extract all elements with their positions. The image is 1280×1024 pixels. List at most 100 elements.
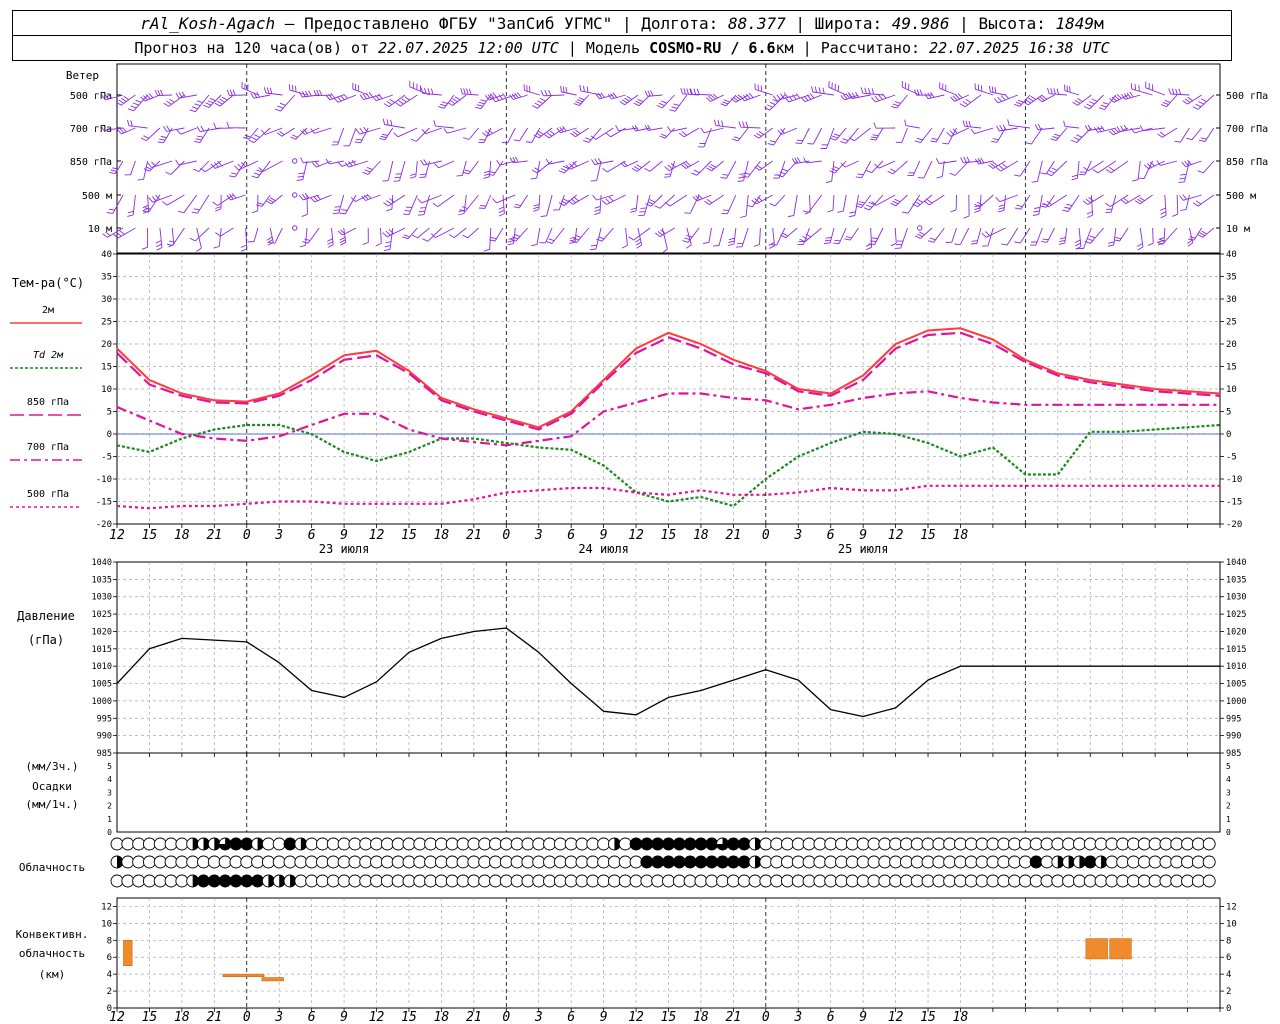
cloud-circle xyxy=(899,837,913,851)
wind-barb xyxy=(191,194,210,214)
cloud-symbol xyxy=(478,837,492,851)
cloud-symbol xyxy=(380,874,394,888)
cloud-symbol xyxy=(651,855,665,869)
cloud-symbol xyxy=(964,874,978,888)
cloud-circle xyxy=(716,855,730,869)
cloud-symbol xyxy=(618,837,632,851)
cloud-symbol xyxy=(575,855,589,869)
wind-barb xyxy=(154,89,173,97)
cloud-circle xyxy=(564,855,578,869)
cloud-symbol xyxy=(932,874,946,888)
wind-barb xyxy=(226,89,246,96)
wind-barb xyxy=(402,227,418,240)
model-unit: км xyxy=(775,39,794,57)
wind-barb xyxy=(409,160,418,179)
cloud-symbol xyxy=(489,874,502,888)
cloud-symbol xyxy=(142,837,156,851)
cloud-circle xyxy=(218,874,232,888)
cloud-symbol xyxy=(164,837,178,851)
cloud-circle xyxy=(629,874,643,888)
wind-barb xyxy=(463,127,479,140)
cloud-circle xyxy=(802,874,816,888)
cloud-symbol xyxy=(521,855,535,869)
wind-barb xyxy=(299,227,308,248)
wind-barb xyxy=(970,127,994,135)
cloud-symbol xyxy=(445,855,459,869)
cloud-symbol xyxy=(716,855,730,869)
y-tick-label-right: 40 xyxy=(1226,250,1237,260)
wind-barb xyxy=(1072,94,1092,106)
cloud-circle xyxy=(121,855,135,869)
hour-label: 3 xyxy=(274,528,283,543)
cloud-circle xyxy=(813,855,827,869)
wind-barb xyxy=(1007,119,1031,129)
cloud-fill xyxy=(219,838,232,850)
wind-barb xyxy=(1001,227,1019,246)
wind-barb xyxy=(165,160,185,175)
cloud-symbol xyxy=(607,874,621,888)
wind-barb xyxy=(372,93,393,102)
wind-barb xyxy=(266,194,283,205)
cloud-circle xyxy=(964,874,978,888)
wind-barb xyxy=(764,94,786,111)
y-tick-label-right: 995 xyxy=(1226,714,1241,724)
cloud-symbol xyxy=(770,855,784,869)
cloud-symbol xyxy=(997,855,1011,869)
cloud-circle xyxy=(705,874,719,888)
cloud-symbol xyxy=(1127,855,1140,869)
hour-label: 15 xyxy=(661,528,677,543)
cloud-symbol xyxy=(1116,837,1130,851)
calm-marker xyxy=(292,225,298,231)
cloud-circle xyxy=(489,874,502,888)
cloud-symbol xyxy=(899,837,913,851)
wind-barb xyxy=(644,124,663,131)
cloud-circle xyxy=(629,837,643,851)
cloud-symbol xyxy=(791,837,805,851)
cloud-symbol xyxy=(434,874,448,888)
wind-barb xyxy=(1032,194,1043,216)
cloud-symbol xyxy=(878,837,892,851)
cloud-circle xyxy=(316,855,329,869)
hour-label: 9 xyxy=(340,528,348,543)
cloud-symbol xyxy=(132,837,146,851)
cloud-circle xyxy=(564,874,578,888)
cloud-symbol xyxy=(802,855,816,869)
wind-barb xyxy=(1182,94,1202,105)
cloud-circle xyxy=(402,837,416,851)
cloud-circle xyxy=(370,837,383,851)
precipitation-panel: 5 5 4 4 3 3 2 2 1 1 0 0 (мм/3ч.) Осадки (мм/1ч.) xyxy=(26,752,1231,837)
wind-barb xyxy=(310,127,332,134)
wind-barb xyxy=(1031,160,1043,183)
cloud-circle xyxy=(380,855,394,869)
y-tick-label: 4 xyxy=(107,970,112,980)
wind-barb xyxy=(632,125,651,132)
cloud-circle xyxy=(921,874,935,888)
cloud-circle xyxy=(424,837,438,851)
wind-barb xyxy=(770,227,786,246)
cloud-circle xyxy=(856,837,870,851)
cloud-circle xyxy=(1127,837,1140,851)
y-tick-label: 10 xyxy=(101,919,112,929)
wind-barb xyxy=(509,156,528,164)
legend-label: 850 гПа xyxy=(27,397,69,408)
cloud-symbol xyxy=(1072,837,1086,851)
cloud-symbol xyxy=(370,837,383,851)
cloud-symbol xyxy=(824,837,838,851)
y-tick-label: -15 xyxy=(96,498,112,508)
wind-barb xyxy=(540,194,553,217)
cloud-symbol xyxy=(413,855,427,869)
wind-barb xyxy=(680,87,700,96)
cloud-fill xyxy=(716,838,729,850)
wind-barb xyxy=(260,127,283,135)
wind-barb xyxy=(837,194,847,213)
wind-barb xyxy=(963,194,970,219)
wind-barb xyxy=(1098,94,1117,110)
wind-barb xyxy=(263,87,283,96)
wind-barb xyxy=(800,93,822,103)
cloud-circle xyxy=(553,837,567,851)
cloud-fill xyxy=(1068,855,1075,868)
wind-barb xyxy=(1139,125,1165,132)
cloud-symbol xyxy=(316,855,329,869)
cloud-symbol xyxy=(413,837,427,851)
